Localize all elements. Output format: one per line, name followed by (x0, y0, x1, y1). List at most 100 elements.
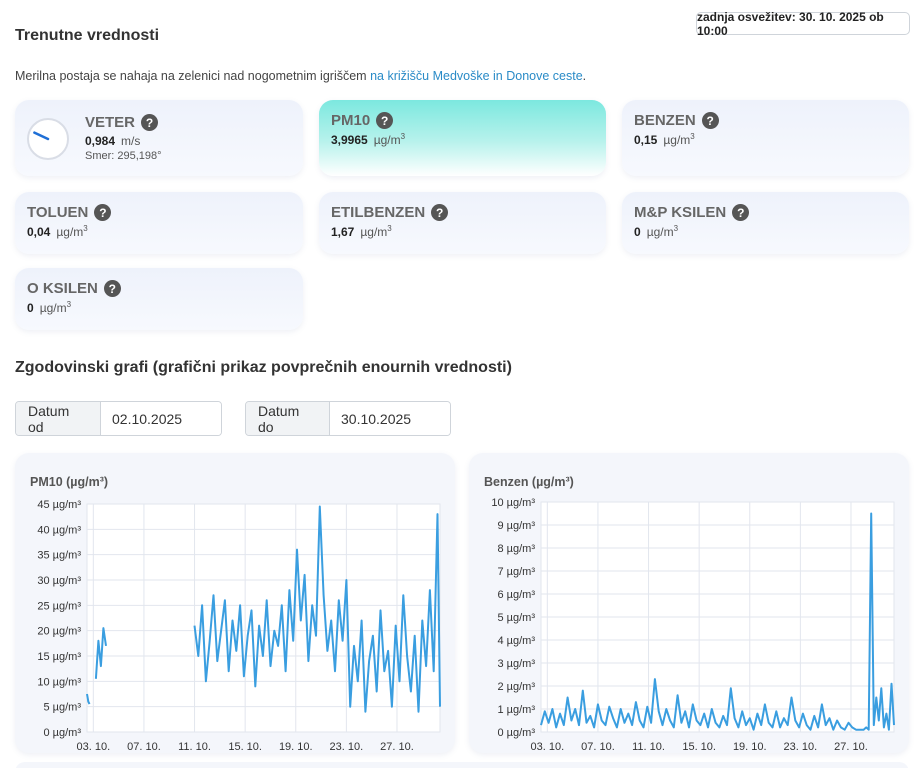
unit-text: µg/m (373, 133, 401, 147)
card-mp-ksilen: M&P KSILEN? 0 µg/m3 (622, 192, 909, 254)
card-value: 0,15 (634, 133, 658, 147)
help-icon[interactable]: ? (701, 112, 719, 129)
y-tick-label: 2 µg/m³ (497, 681, 535, 693)
y-tick-label: 4 µg/m³ (497, 635, 535, 647)
x-tick-label: 19. 10. (279, 741, 313, 753)
next-card-edge (15, 762, 909, 768)
unit-sup: 3 (387, 224, 392, 233)
card-value-row: 3,9965 µg/m3 (331, 132, 405, 147)
unit-text: µg/m (39, 301, 67, 315)
wind-arrow-icon (33, 131, 50, 141)
help-icon[interactable]: ? (431, 204, 449, 221)
series-line (86, 693, 91, 705)
x-tick-label: 23. 10. (330, 741, 364, 753)
help-icon[interactable]: ? (94, 204, 112, 221)
card-toluen: TOLUEN? 0,04 µg/m3 (15, 192, 303, 254)
y-tick-label: 0 µg/m³ (497, 727, 535, 739)
page-title: Trenutne vrednosti (15, 27, 160, 44)
unit-text: µg/m (646, 225, 674, 239)
card-unit: µg/m3 (373, 132, 406, 147)
x-tick-label: 07. 10. (581, 741, 615, 753)
y-tick-label: 40 µg/m³ (37, 524, 81, 536)
card-title: VETER (85, 114, 136, 131)
unit-sup: 3 (400, 132, 406, 141)
y-tick-label: 30 µg/m³ (37, 575, 81, 587)
pm10-chart-card: PM10 (µg/m³) 0 µg/m³ 5 µg/m³ 10 µg/m³ 15 µg… (15, 453, 455, 753)
date-to-input[interactable] (330, 402, 450, 435)
card-value: 3,9965 (331, 133, 368, 147)
y-tick-label: 5 µg/m³ (497, 612, 535, 624)
card-value: 1,67 (331, 225, 355, 239)
card-title: PM10 (331, 112, 371, 129)
card-unit: µg/m3 (360, 224, 392, 239)
date-to-label: Datum do (246, 402, 330, 435)
x-tick-label: 23. 10. (784, 741, 818, 753)
x-tick-label: 15. 10. (228, 741, 262, 753)
y-tick-label: 25 µg/m³ (37, 600, 81, 612)
card-unit: µg/m3 (663, 132, 695, 147)
card-value-row: 0,04 µg/m3 (27, 224, 111, 239)
y-tick-label: 10 µg/m³ (491, 497, 535, 509)
date-from-input[interactable] (101, 402, 221, 435)
card-title: TOLUEN (27, 204, 89, 221)
unit-text: µg/m (56, 225, 84, 239)
benzen-chart: 0 µg/m³ 1 µg/m³ 2 µg/m³ 3 µg/m³ 4 µg/m³ 5 µg/… (491, 497, 895, 753)
card-title: BENZEN (634, 112, 696, 129)
card-value: 0 (27, 301, 34, 315)
x-tick-label: 11. 10. (178, 741, 211, 753)
card-value-row: 0 µg/m3 (634, 224, 749, 239)
card-unit: µg/m3 (56, 224, 88, 239)
y-tick-label: 1 µg/m³ (497, 704, 535, 716)
intro-end: . (582, 69, 587, 83)
help-icon[interactable]: ? (103, 280, 121, 297)
date-from-group: Datum od (15, 401, 222, 436)
card-value: 0 (634, 225, 641, 239)
unit-sup: 3 (690, 132, 695, 141)
wind-direction: Smer: 295,198° (85, 150, 162, 162)
card-value: 0,04 (27, 225, 51, 239)
card-unit: µg/m3 (646, 224, 678, 239)
series-line (540, 512, 895, 731)
unit-text: µg/m (360, 225, 388, 239)
history-title: Zgodovinski grafi (grafični prikaz povpr… (15, 359, 512, 376)
card-o-ksilen: O KSILEN? 0 µg/m3 (15, 268, 303, 330)
help-icon[interactable]: ? (376, 112, 394, 129)
y-tick-label: 6 µg/m³ (497, 589, 535, 601)
date-to-group: Datum do (245, 401, 451, 436)
y-tick-label: 15 µg/m³ (37, 651, 81, 663)
y-tick-label: 7 µg/m³ (497, 566, 535, 578)
y-tick-label: 45 µg/m³ (37, 499, 81, 511)
help-icon[interactable]: ? (141, 114, 159, 131)
series-line (94, 627, 107, 679)
y-tick-label: 3 µg/m³ (497, 658, 535, 670)
chart-title: Benzen (µg/m³) (484, 475, 574, 489)
card-benzen: BENZEN? 0,15 µg/m3 (622, 100, 909, 176)
card-value-row: 0,15 µg/m3 (634, 132, 719, 147)
card-value-row: 0 µg/m3 (27, 300, 121, 315)
card-value-row: 1,67 µg/m3 (331, 224, 448, 239)
last-refresh-badge: zadnja osvežitev: 30. 10. 2025 ob 10:00 (696, 10, 910, 38)
card-title: M&P KSILEN (634, 204, 727, 221)
x-tick-label: 27. 10. (380, 741, 414, 753)
wind-compass-icon (27, 118, 69, 160)
y-tick-label: 35 µg/m³ (37, 550, 81, 562)
x-tick-label: 11. 10. (632, 741, 665, 753)
unit-text: µg/m (663, 133, 691, 147)
card-title: ETILBENZEN (331, 204, 426, 221)
card-unit: m/s (121, 134, 141, 148)
pm10-chart: 0 µg/m³ 5 µg/m³ 10 µg/m³ 15 µg/m³ 20 µg/m³ 25… (37, 499, 441, 753)
x-tick-label: 03. 10. (531, 741, 565, 753)
x-tick-label: 27. 10. (834, 741, 868, 753)
y-tick-label: 8 µg/m³ (497, 543, 535, 555)
unit-sup: 3 (83, 224, 88, 233)
plot-area (86, 503, 441, 733)
benzen-chart-card: Benzen (µg/m³) 0 µg/m³ 1 µg/m³ 2 µg/m³ 3 µg… (469, 453, 909, 753)
location-link[interactable]: na križišču Medvoške in Donove ceste (370, 69, 583, 83)
y-tick-label: 0 µg/m³ (43, 727, 81, 739)
unit-sup: 3 (66, 300, 72, 309)
x-tick-label: 15. 10. (682, 741, 716, 753)
card-value: 0,984 (85, 134, 116, 148)
y-tick-label: 5 µg/m³ (43, 702, 81, 714)
card-title: O KSILEN (27, 280, 98, 297)
help-icon[interactable]: ? (732, 204, 750, 221)
